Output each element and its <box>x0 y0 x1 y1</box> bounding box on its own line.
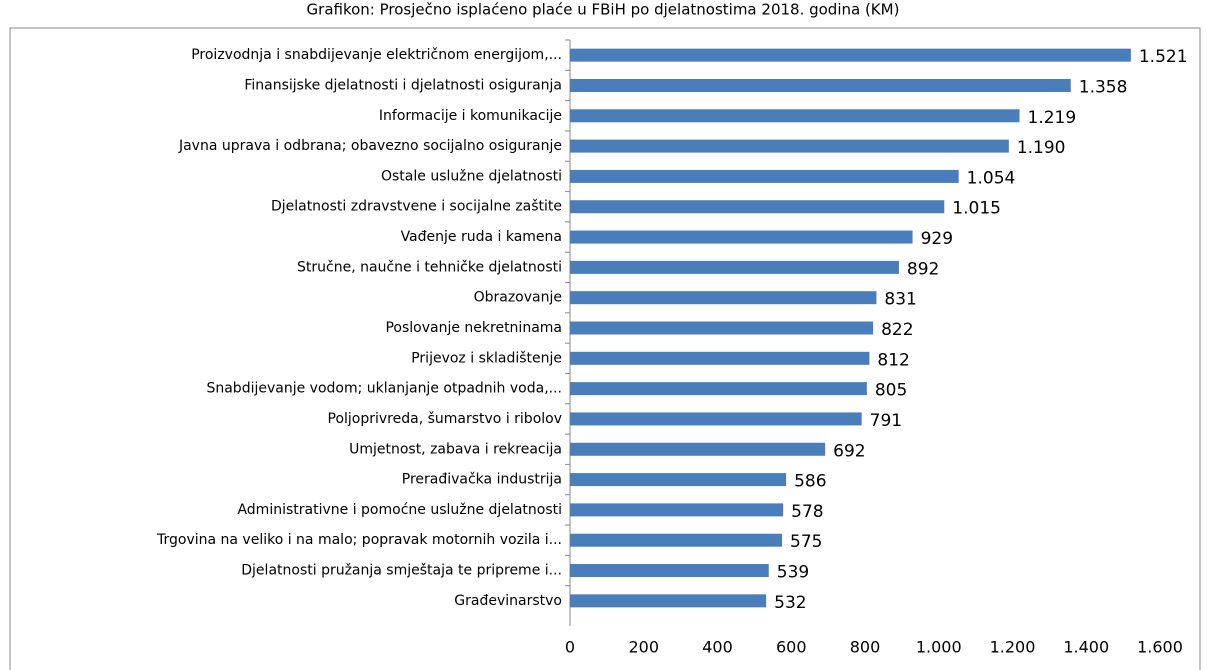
bar <box>570 230 913 244</box>
y-tick-label: Stručne, naučne i tehničke djelatnosti <box>297 259 562 275</box>
x-tick-label: 1.000 <box>916 638 962 657</box>
x-tick-label: 1.400 <box>1063 638 1109 657</box>
value-label: 929 <box>921 229 953 249</box>
value-label: 692 <box>833 441 865 461</box>
chart-border <box>9 27 1201 670</box>
y-tick-label: Djelatnosti zdravstvene i socijalne zašt… <box>271 199 562 215</box>
y-tick-label: Djelatnosti pružanja smještaja te pripre… <box>241 563 562 579</box>
value-label: 539 <box>777 563 809 583</box>
value-label: 805 <box>875 381 907 401</box>
y-tick-label: Ostale uslužne djelatnosti <box>381 168 562 184</box>
x-tick-label: 0 <box>565 638 575 657</box>
value-label: 575 <box>790 532 822 552</box>
value-label: 831 <box>884 290 916 310</box>
y-tick-label: Javna uprava i odbrana; obavezno socijal… <box>178 138 562 154</box>
x-tick-label: 1.200 <box>990 638 1036 657</box>
value-label: 586 <box>794 472 826 492</box>
y-tick-label: Prerađivačka industrija <box>402 472 562 488</box>
value-label: 812 <box>877 350 909 370</box>
value-label: 892 <box>907 259 939 279</box>
y-tick-label: Poljoprivreda, šumarstvo i ribolov <box>328 411 563 427</box>
value-label: 1.358 <box>1079 77 1128 97</box>
bar <box>570 109 1020 123</box>
bar <box>570 139 1009 153</box>
x-tick-label: 600 <box>776 638 807 657</box>
bar <box>570 200 945 214</box>
x-tick-label: 800 <box>850 638 881 657</box>
bar <box>570 564 769 578</box>
y-tick-label: Proizvodnja i snabdijevanje električnom … <box>191 47 562 63</box>
bar <box>570 78 1071 92</box>
x-tick-label: 1.600 <box>1137 638 1183 657</box>
value-label: 1.219 <box>1028 108 1077 128</box>
value-label: 1.521 <box>1139 47 1188 67</box>
y-tick-label: Prijevoz i skladištenje <box>411 350 562 366</box>
bar <box>570 594 767 608</box>
y-tick-label: Obrazovanje <box>474 290 562 306</box>
bar <box>570 321 874 335</box>
bar <box>570 442 826 456</box>
y-tick-label: Građevinarstvo <box>454 593 562 609</box>
y-tick-label: Administrativne i pomoćne uslužne djelat… <box>237 502 562 518</box>
bar <box>570 503 784 517</box>
chart-title: Grafikon: Prosječno isplaćeno plaće u FB… <box>307 1 900 19</box>
bar <box>570 351 870 365</box>
bar <box>570 169 959 183</box>
bar <box>570 473 787 487</box>
bar <box>570 412 862 426</box>
bar <box>570 533 783 547</box>
value-label: 532 <box>774 593 806 613</box>
y-tick-label: Snabdijevanje vodom; uklanjanje otpadnih… <box>206 381 562 397</box>
value-label: 1.190 <box>1017 138 1066 158</box>
x-tick-label: 200 <box>628 638 659 657</box>
y-tick-label: Umjetnost, zabava i rekreacija <box>349 441 562 457</box>
bar <box>570 382 867 396</box>
bar <box>570 48 1131 62</box>
bar <box>570 260 899 274</box>
y-tick-label: Finansijske djelatnosti i djelatnosti os… <box>244 77 562 93</box>
y-tick-label: Vađenje ruda i kamena <box>401 229 562 245</box>
value-label: 822 <box>881 320 913 340</box>
value-label: 1.054 <box>967 168 1016 188</box>
bar <box>570 291 877 305</box>
value-label: 791 <box>870 411 902 431</box>
y-tick-label: Informacije i komunikacije <box>379 108 562 124</box>
x-tick-label: 400 <box>702 638 733 657</box>
value-label: 578 <box>791 502 823 522</box>
y-tick-label: Trgovina na veliko i na malo; popravak m… <box>156 532 562 548</box>
value-label: 1.015 <box>952 199 1001 219</box>
y-tick-label: Poslovanje nekretninama <box>385 320 562 336</box>
